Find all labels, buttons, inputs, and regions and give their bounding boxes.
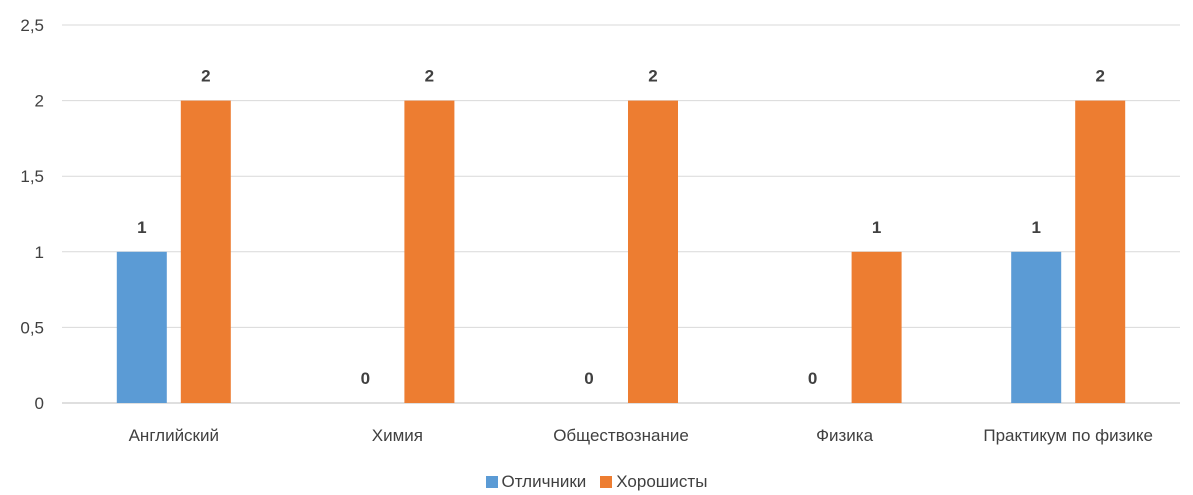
x-category-label: Химия [372, 426, 423, 445]
data-label-series-1: 1 [1031, 218, 1040, 237]
data-label-series-2: 2 [425, 67, 434, 86]
bar-series-2 [851, 251, 902, 403]
bar-series-1 [116, 251, 167, 403]
data-label-series-1: 0 [808, 369, 817, 388]
data-labels: 1 2 0 2 0 2 0 1 1 2 [137, 67, 1105, 388]
x-category-label: Физика [816, 426, 874, 445]
bar-series-1 [1011, 251, 1062, 403]
data-label-series-1: 1 [137, 218, 146, 237]
bars [116, 100, 1126, 403]
bar-series-2 [1075, 100, 1126, 403]
data-label-series-1: 0 [361, 369, 370, 388]
x-axis-categories: Английский Химия Обществознание Физика Практ… [129, 426, 1153, 445]
bar-series-2 [404, 100, 455, 403]
y-tick-label: 0,5 [20, 318, 44, 337]
y-tick-label: 1,5 [20, 167, 44, 186]
x-category-label: Английский [129, 426, 219, 445]
data-label-series-2: 2 [201, 67, 210, 86]
y-tick-label: 1 [35, 243, 44, 262]
x-category-label: Практикум по физике [983, 426, 1153, 445]
y-tick-label: 2 [35, 92, 44, 111]
legend-item-series-2: Хорошисты [600, 472, 707, 492]
legend: Отличники Хорошисты [0, 470, 1193, 494]
legend-label-series-1: Отличники [501, 472, 587, 491]
data-label-series-1: 0 [584, 369, 593, 388]
bar-series-2 [180, 100, 231, 403]
data-label-series-2: 1 [872, 218, 881, 237]
y-tick-label: 2,5 [20, 16, 44, 35]
y-axis-ticks: 0 0,5 1 1,5 2 2,5 [20, 16, 44, 413]
bar-series-2 [628, 100, 678, 403]
legend-swatch-series-1 [485, 476, 498, 488]
data-label-series-2: 2 [1095, 67, 1104, 86]
data-label-series-2: 2 [648, 67, 657, 86]
legend-swatch-series-2 [600, 476, 613, 488]
x-category-label: Обществознание [553, 426, 689, 445]
chart-plot: 0 0,5 1 1,5 2 2,5 1 2 0 2 0 2 0 1 1 2 Английский Химия О… [20, 16, 1180, 445]
y-tick-label: 0 [35, 394, 44, 413]
legend-item-series-1: Отличники [485, 472, 587, 492]
legend-label-series-2: Хорошисты [616, 472, 708, 491]
gridlines [62, 24, 1180, 404]
